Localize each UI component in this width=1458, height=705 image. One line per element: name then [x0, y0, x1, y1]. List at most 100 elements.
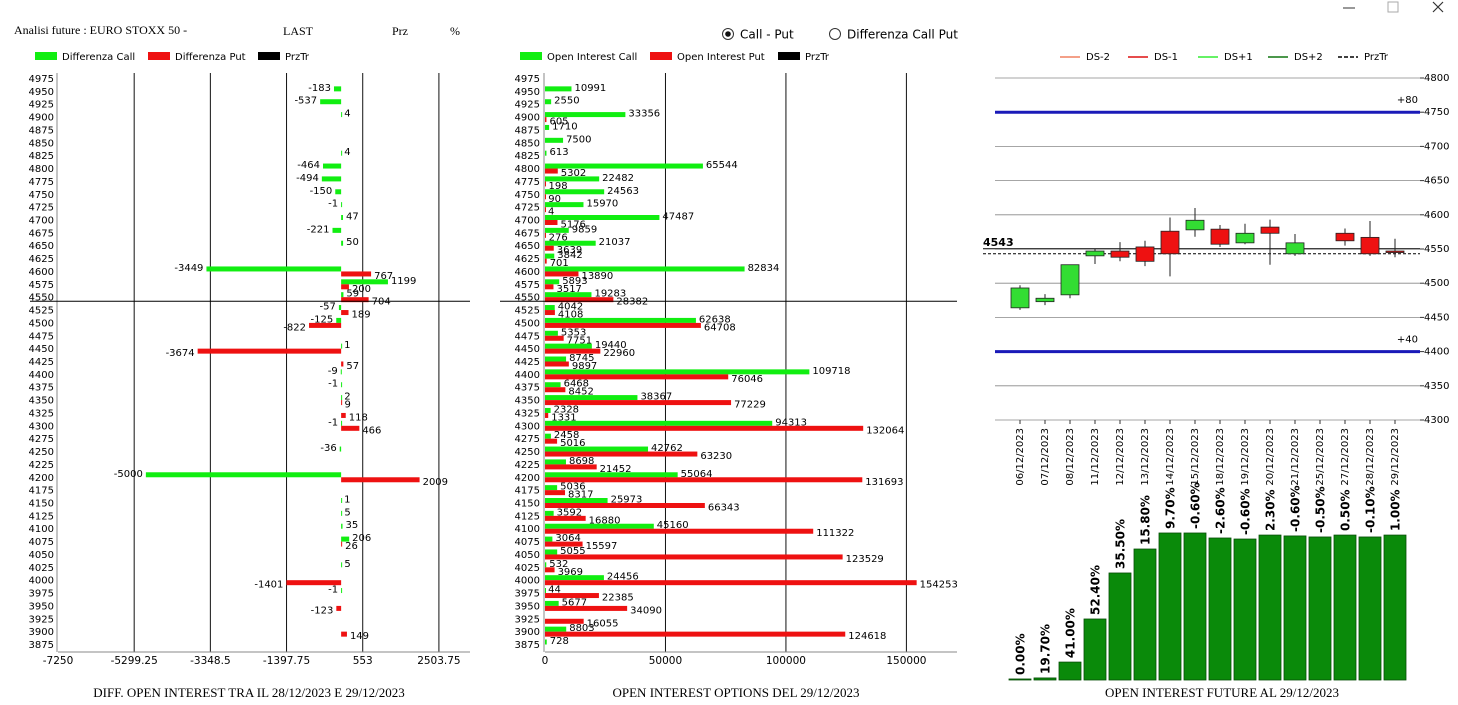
bar	[341, 510, 343, 516]
bar-value-label: 701	[550, 258, 569, 269]
bar	[545, 86, 572, 92]
bar	[341, 425, 360, 431]
bar-value-label: 5036	[560, 482, 585, 493]
bar	[1058, 661, 1082, 681]
bar-value-label: 90	[548, 194, 561, 205]
bar	[1008, 678, 1032, 681]
bar	[333, 86, 342, 92]
bar	[545, 292, 592, 298]
bar-value-label: 1710	[552, 121, 577, 132]
strike-label: 4525	[515, 306, 540, 317]
bar	[545, 382, 561, 388]
strike-label: 4800	[515, 164, 540, 175]
x-tick-label: -3348.5	[190, 655, 231, 667]
bar-value-label: 123529	[846, 554, 884, 565]
bar-value-label: 94313	[775, 417, 807, 428]
strike-label: 3925	[515, 614, 540, 625]
change-label: 9.70%	[1164, 487, 1178, 529]
last-label: LAST	[283, 24, 314, 38]
bar	[332, 227, 342, 233]
bar	[341, 631, 347, 637]
bar-value-label: 59	[346, 289, 359, 300]
maximize[interactable]	[1387, 1, 1399, 13]
bar-value-label: 154253	[920, 580, 958, 591]
bar	[545, 220, 558, 225]
strike-label: 4425	[29, 357, 54, 368]
bar-value-label: 66343	[708, 503, 740, 514]
close[interactable]	[1432, 1, 1444, 13]
bar-value-label: 77229	[734, 400, 766, 411]
bar-value-label: 131693	[865, 477, 903, 488]
strike-label: 4025	[29, 563, 54, 574]
strike-label: 4400	[29, 370, 54, 381]
bar	[545, 330, 558, 336]
strike-label: 4725	[29, 203, 54, 214]
bar-value-label: 5353	[561, 327, 586, 338]
date-label: 07/12/2023	[1040, 428, 1051, 486]
bar-value-label: 5	[344, 559, 350, 570]
bar	[545, 549, 558, 555]
radio-group: Call - Put Differenza Call Put	[722, 28, 958, 42]
bar	[1183, 532, 1207, 681]
bar	[545, 227, 569, 233]
bar	[145, 472, 342, 478]
bar-value-label: 2550	[554, 96, 579, 107]
strike-label: 4425	[515, 357, 540, 368]
bar-value-label: 9897	[572, 361, 597, 372]
bar-value-label: 6468	[564, 379, 589, 390]
bar-value-label: 63230	[700, 451, 732, 462]
strike-label: 4525	[29, 306, 54, 317]
bar-value-label: 9	[344, 400, 350, 411]
bar-value-label: 64708	[704, 322, 736, 333]
strike-label: 4475	[29, 331, 54, 342]
radio-label[interactable]: Differenza Call Put	[847, 28, 958, 42]
bar	[545, 343, 592, 349]
bar-value-label: 65544	[706, 160, 738, 171]
bar	[545, 279, 560, 285]
bar-value-label: 45160	[657, 520, 689, 531]
radio-button[interactable]	[829, 28, 841, 40]
bar-value-label: 19283	[594, 289, 626, 300]
bar-value-label: 189	[352, 310, 371, 321]
bar	[545, 322, 701, 328]
bar	[1108, 572, 1132, 681]
bar-value-label: 22385	[602, 593, 634, 604]
strike-label: 4725	[515, 203, 540, 214]
strike-label: 4275	[515, 434, 540, 445]
pct-label: %	[450, 24, 460, 38]
bar	[545, 335, 564, 341]
bar	[341, 310, 349, 316]
date-label: 15/12/2023	[1190, 428, 1201, 486]
change-label: 15.80%	[1139, 495, 1153, 545]
bar	[545, 528, 814, 534]
bar	[545, 348, 601, 354]
strike-label: 4475	[515, 331, 540, 342]
bar-value-label: 16055	[587, 618, 619, 629]
bar	[545, 446, 649, 452]
bar	[545, 297, 614, 303]
strike-label: 4925	[515, 100, 540, 111]
bar-value-label: 149	[350, 631, 369, 642]
strike-label: 4150	[515, 499, 540, 510]
bar	[341, 271, 372, 277]
bar-value-label: 4	[344, 109, 350, 120]
bar	[545, 112, 626, 118]
bar	[341, 284, 349, 290]
strike-label: 4600	[29, 267, 54, 278]
date-label: 21/12/2023	[1290, 428, 1301, 486]
date-label: 06/12/2023	[1015, 428, 1026, 486]
strike-label: 4250	[29, 447, 54, 458]
candle-body	[1010, 287, 1030, 309]
radio-label[interactable]: Call - Put	[740, 28, 794, 42]
x-tick-label: 0	[542, 655, 549, 667]
bar	[336, 317, 342, 323]
legend-label: PrzTr	[285, 52, 310, 63]
bar	[1283, 535, 1307, 681]
page-title: Analisi future : EURO STOXX 50 -	[14, 23, 187, 37]
bar-value-label: 109718	[812, 366, 850, 377]
bar	[545, 181, 546, 187]
candle-body	[1360, 236, 1380, 255]
bar	[545, 317, 696, 323]
bar	[545, 626, 567, 632]
